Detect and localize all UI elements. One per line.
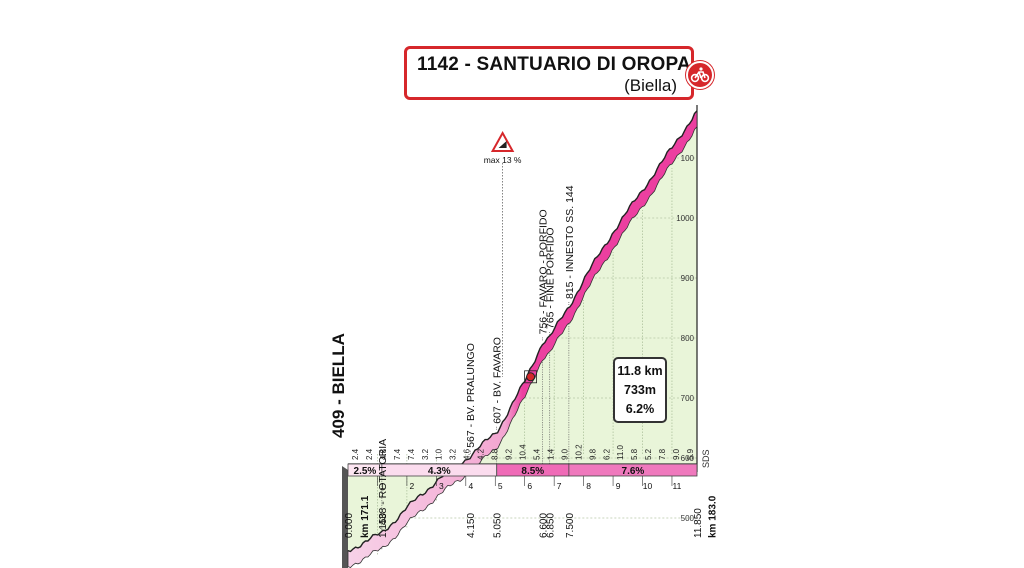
- grade-segment-label: 2.5%: [354, 466, 377, 477]
- km-tick-label: 9: [616, 481, 621, 491]
- grade-value-label: 4.2: [477, 448, 486, 460]
- grade-value-label: 2.4: [351, 448, 360, 460]
- grade-value-label: 5.8: [630, 448, 639, 460]
- start-label: 409 - BIELLA: [329, 333, 348, 438]
- km-position-label: 4.150: [466, 513, 477, 538]
- stat-average-grade: 6.2%: [625, 402, 655, 416]
- km-tick-label: 1: [380, 481, 385, 491]
- elevation-tick-label: 800: [681, 334, 695, 343]
- landmark-label: 607 - BV. FAVARO: [492, 337, 504, 424]
- grade-value-label: 7.4: [393, 448, 402, 460]
- km-tick-label: 8: [586, 481, 591, 491]
- max-grade-marker: [526, 372, 536, 382]
- grade-value-label: 4.8: [379, 448, 388, 460]
- km-position-label: km 183.0: [708, 495, 719, 538]
- landmark-label: 815 - INNESTO SS. 144: [564, 185, 576, 299]
- grade-value-label: 1.4: [546, 448, 555, 460]
- grade-value-label: 4.6: [463, 448, 472, 460]
- km-tick-label: 5: [498, 481, 503, 491]
- elevation-tick-label: 500: [681, 514, 695, 523]
- grade-value-label: 9.8: [588, 448, 597, 460]
- grade-value-label: 11.0: [616, 444, 625, 460]
- km-position-label: 0.000: [344, 513, 355, 538]
- grade-value-label: 9.0: [672, 448, 681, 460]
- max-grade-label: max 13 %: [484, 155, 522, 165]
- elevation-tick-label: 1000: [676, 214, 694, 223]
- max-grade-marker-box: [524, 370, 537, 384]
- landmark-label: 756 - FAVARO - PORFIDO: [537, 209, 549, 334]
- grade-value-label: 1.0: [435, 448, 444, 460]
- elevation-tick-label: 100: [681, 154, 695, 163]
- grade-value-label: 7.4: [407, 448, 416, 460]
- grade-value-label: 7.8: [658, 448, 667, 460]
- km-position-label: 6.600: [538, 513, 549, 538]
- grade-segment-label: 7.6%: [622, 466, 645, 477]
- km-position-label: 11.850: [693, 508, 704, 538]
- grade-value-label: 8.8: [491, 448, 500, 460]
- landmark-label: 765 - FINE PORFIDO: [545, 227, 557, 329]
- km-tick-label: 4: [468, 481, 473, 491]
- km-tick-label: 10: [643, 481, 653, 491]
- elevation-tick-label: 600: [681, 454, 695, 463]
- landmark-label: 567 - BV. PRALUNGO: [465, 343, 477, 448]
- climb-subtitle: (Biella): [624, 76, 677, 95]
- grade-value-label: 10.2: [574, 444, 583, 460]
- climb-title: 1142 - SANTUARIO DI OROPA: [417, 54, 691, 75]
- elevation-tick-label: 900: [681, 274, 695, 283]
- grade-value-label: 9.0: [560, 448, 569, 460]
- mountain-bike-icon: [686, 61, 714, 89]
- grade-value-label: 2.4: [365, 448, 374, 460]
- landmark-label: 438 - ROTATORIA: [377, 439, 389, 525]
- km-tick-label: 2: [410, 481, 415, 491]
- warning-triangle-icon: [490, 130, 515, 152]
- km-position-label: 6.850: [546, 513, 557, 538]
- km-position-label: 7.500: [565, 513, 576, 538]
- stat-climb: 733m: [624, 383, 656, 397]
- stat-distance: 11.8 km: [617, 364, 663, 378]
- grade-value-label: 5.9: [686, 448, 695, 460]
- grade-value-label: 5.4: [532, 448, 541, 460]
- elevation-tick-label: 700: [681, 394, 695, 403]
- slope-icon: [498, 141, 507, 148]
- km-position-label: 1.150: [378, 513, 389, 538]
- km-tick-label: 11: [673, 481, 682, 491]
- km-tick-label: 7: [557, 481, 562, 491]
- grade-value-label: 6.2: [602, 448, 611, 460]
- km-position-label: km 171.1: [360, 495, 371, 538]
- km-position-label: 5.050: [493, 513, 504, 538]
- sds-label: SDS: [701, 449, 711, 468]
- grade-value-label: 9.2: [505, 448, 514, 460]
- climb-title-box: 1142 - SANTUARIO DI OROPA (Biella): [404, 46, 694, 100]
- grade-segment: [568, 463, 698, 477]
- km-tick-label: 6: [527, 481, 532, 491]
- elevation-area: [348, 126, 697, 568]
- grade-segment-label: 4.3%: [428, 466, 451, 477]
- grade-value-label: 3.2: [421, 448, 430, 460]
- grade-value-label: 3.2: [449, 448, 458, 460]
- grade-value-label: 10.4: [519, 444, 528, 460]
- grade-segment-label: 8.5%: [521, 466, 544, 477]
- grade-value-label: 5.2: [644, 448, 653, 460]
- start-wall: [342, 466, 348, 568]
- km-tick-label: 3: [439, 481, 444, 491]
- climb-stats-box: 11.8 km 733m 6.2%: [613, 357, 667, 423]
- road-top-edge: [347, 110, 698, 553]
